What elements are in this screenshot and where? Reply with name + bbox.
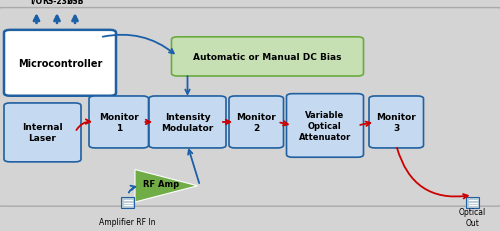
FancyBboxPatch shape xyxy=(4,31,116,96)
Text: Variable
Optical
Attenuator: Variable Optical Attenuator xyxy=(299,110,351,141)
Text: Monitor
3: Monitor 3 xyxy=(376,112,416,132)
Text: Amplifier RF In: Amplifier RF In xyxy=(99,217,156,226)
FancyBboxPatch shape xyxy=(89,97,148,148)
FancyBboxPatch shape xyxy=(4,103,81,162)
Text: Intensity
Modulator: Intensity Modulator xyxy=(162,112,214,132)
FancyBboxPatch shape xyxy=(466,197,479,208)
Text: USB: USB xyxy=(66,0,84,6)
Polygon shape xyxy=(135,170,198,202)
Text: RF Amp: RF Amp xyxy=(143,179,180,188)
FancyBboxPatch shape xyxy=(286,94,364,158)
FancyBboxPatch shape xyxy=(0,9,500,206)
Text: Monitor
2: Monitor 2 xyxy=(236,112,276,132)
Text: Monitor
1: Monitor 1 xyxy=(99,112,138,132)
FancyBboxPatch shape xyxy=(369,97,424,148)
FancyBboxPatch shape xyxy=(229,97,283,148)
FancyBboxPatch shape xyxy=(149,97,226,148)
Text: Microcontroller: Microcontroller xyxy=(18,58,102,69)
Text: RS-232: RS-232 xyxy=(42,0,72,6)
Text: Internal
Laser: Internal Laser xyxy=(22,123,63,143)
Text: Automatic or Manual DC Bias: Automatic or Manual DC Bias xyxy=(193,53,342,62)
FancyBboxPatch shape xyxy=(172,38,364,77)
Text: Optical
Out: Optical Out xyxy=(459,207,486,227)
FancyBboxPatch shape xyxy=(121,197,134,208)
Text: I/O: I/O xyxy=(30,0,42,6)
